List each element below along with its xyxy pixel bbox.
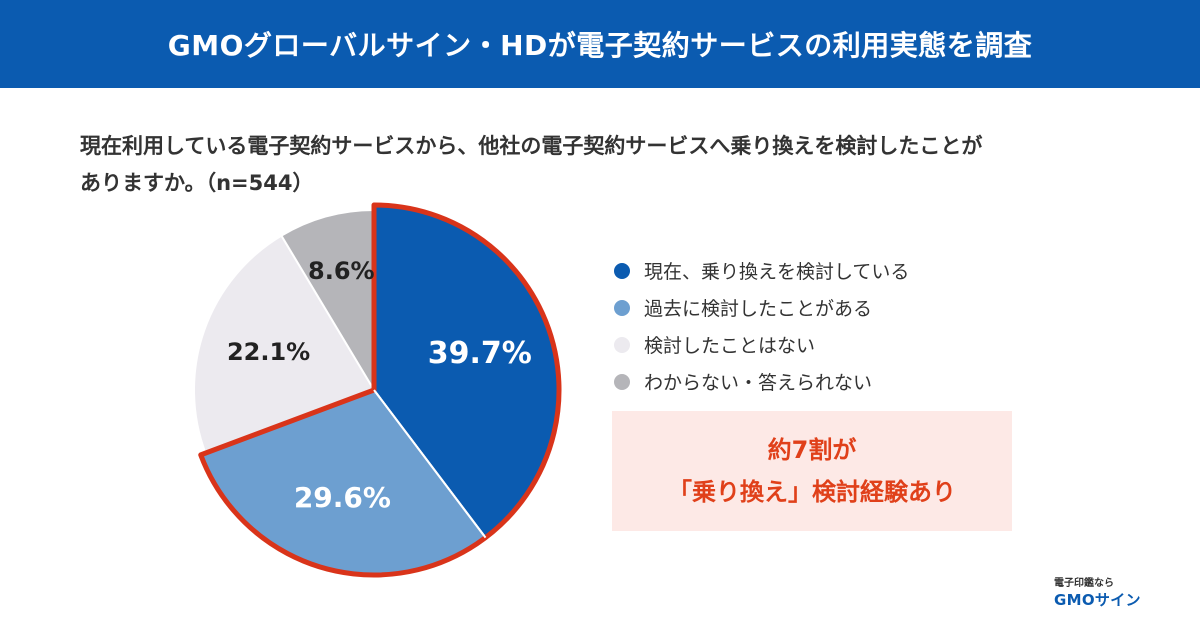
- brand-mark: 電子印鑑なら GMOサイン: [1054, 574, 1174, 610]
- legend-item: 検討したことはない: [614, 326, 909, 363]
- legend-item: 現在、乗り換えを検討している: [614, 252, 909, 289]
- question-line-1: 現在利用している電子契約サービスから、他社の電子契約サービスへ乗り換えを検討した…: [80, 134, 983, 158]
- legend-item: 過去に検討したことがある: [614, 289, 909, 326]
- legend-swatch-icon: [614, 373, 630, 390]
- legend-item: わからない・答えられない: [614, 363, 909, 400]
- slice-current-label: 39.7%: [428, 336, 532, 371]
- chart-legend: 現在、乗り換えを検討している 過去に検討したことがある 検討したことはないわからない…: [614, 252, 909, 400]
- slice-past-label: 29.6%: [294, 481, 391, 514]
- slice-unknown-label: 8.6%: [308, 257, 375, 285]
- legend-swatch-icon: [614, 262, 630, 279]
- question-line-2: ありますか。（n=544）: [80, 171, 314, 195]
- page-title: GMOグローバルサイン・HDが電子契約サービスの利用実態を調査: [167, 29, 1033, 62]
- summary-callout: 約7割が 「乗り換え」検討経験あり: [612, 411, 1012, 531]
- slice-divider: [373, 389, 487, 539]
- title-banner: GMOグローバルサイン・HDが電子契約サービスの利用実態を調査: [0, 0, 1200, 88]
- legend-swatch-icon: [614, 336, 630, 353]
- highlight-outline: [198, 202, 562, 578]
- brand-tagline: 電子印鑑なら: [1054, 578, 1114, 589]
- brand-logo: GMOサイン: [1054, 591, 1141, 609]
- slice-never: [193, 234, 376, 455]
- survey-question: 現在利用している電子契約サービスから、他社の電子契約サービスへ乗り換えを検討した…: [80, 128, 1140, 202]
- legend-swatch-icon: [614, 299, 630, 316]
- legend-label: わからない・答えられない: [644, 372, 873, 394]
- legend-label: 過去に検討したことがある: [644, 298, 873, 320]
- legend-label: 検討したことはない: [644, 335, 816, 357]
- slice-never-label: 22.1%: [227, 338, 310, 366]
- legend-label: 現在、乗り換えを検討している: [644, 261, 910, 283]
- callout-line-1: 約7割が: [767, 436, 857, 464]
- callout-line-2: 「乗り換え」検討経験あり: [668, 478, 956, 506]
